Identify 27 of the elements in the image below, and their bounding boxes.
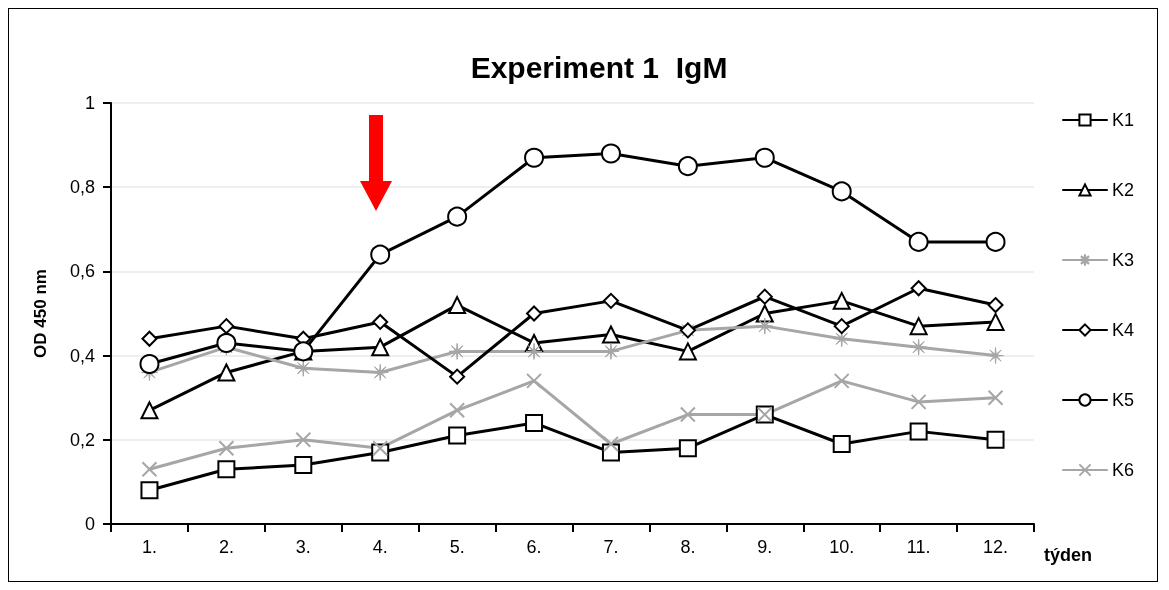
legend-label: K1 xyxy=(1111,110,1135,130)
x-tick-label: 3. xyxy=(295,537,311,557)
legend-label: K5 xyxy=(1111,390,1135,410)
x-tick-label: 12. xyxy=(983,537,1009,557)
x-axis-title: týden xyxy=(1044,545,1093,565)
y-tick-label: 0 xyxy=(84,514,95,534)
x-tick-label: 7. xyxy=(603,537,619,557)
x-tick-label: 11. xyxy=(906,537,931,557)
x-tick-label: 1. xyxy=(141,537,157,557)
y-tick-label: 0,6 xyxy=(69,261,95,282)
y-tick-label: 0,4 xyxy=(69,345,95,366)
legend-label: K4 xyxy=(1111,320,1135,340)
chart-title: Experiment 1 IgM xyxy=(470,50,728,84)
x-tick-label: 2. xyxy=(218,537,234,557)
y-tick-label: 0,8 xyxy=(69,177,95,198)
y-tick-label: 0,2 xyxy=(69,429,95,450)
x-tick-label: 10. xyxy=(829,537,855,557)
legend-label: K2 xyxy=(1111,180,1135,200)
x-tick-label: 5. xyxy=(449,537,465,557)
x-tick-label: 9. xyxy=(757,537,773,557)
y-axis-title: OD 450 nm xyxy=(31,269,50,358)
x-tick-label: 6. xyxy=(526,537,542,557)
legend-label: K6 xyxy=(1111,460,1135,480)
y-tick-label: 1 xyxy=(84,93,95,113)
legend-label: K3 xyxy=(1111,250,1135,270)
x-tick-label: 4. xyxy=(372,537,388,557)
x-tick-label: 8. xyxy=(680,537,696,557)
